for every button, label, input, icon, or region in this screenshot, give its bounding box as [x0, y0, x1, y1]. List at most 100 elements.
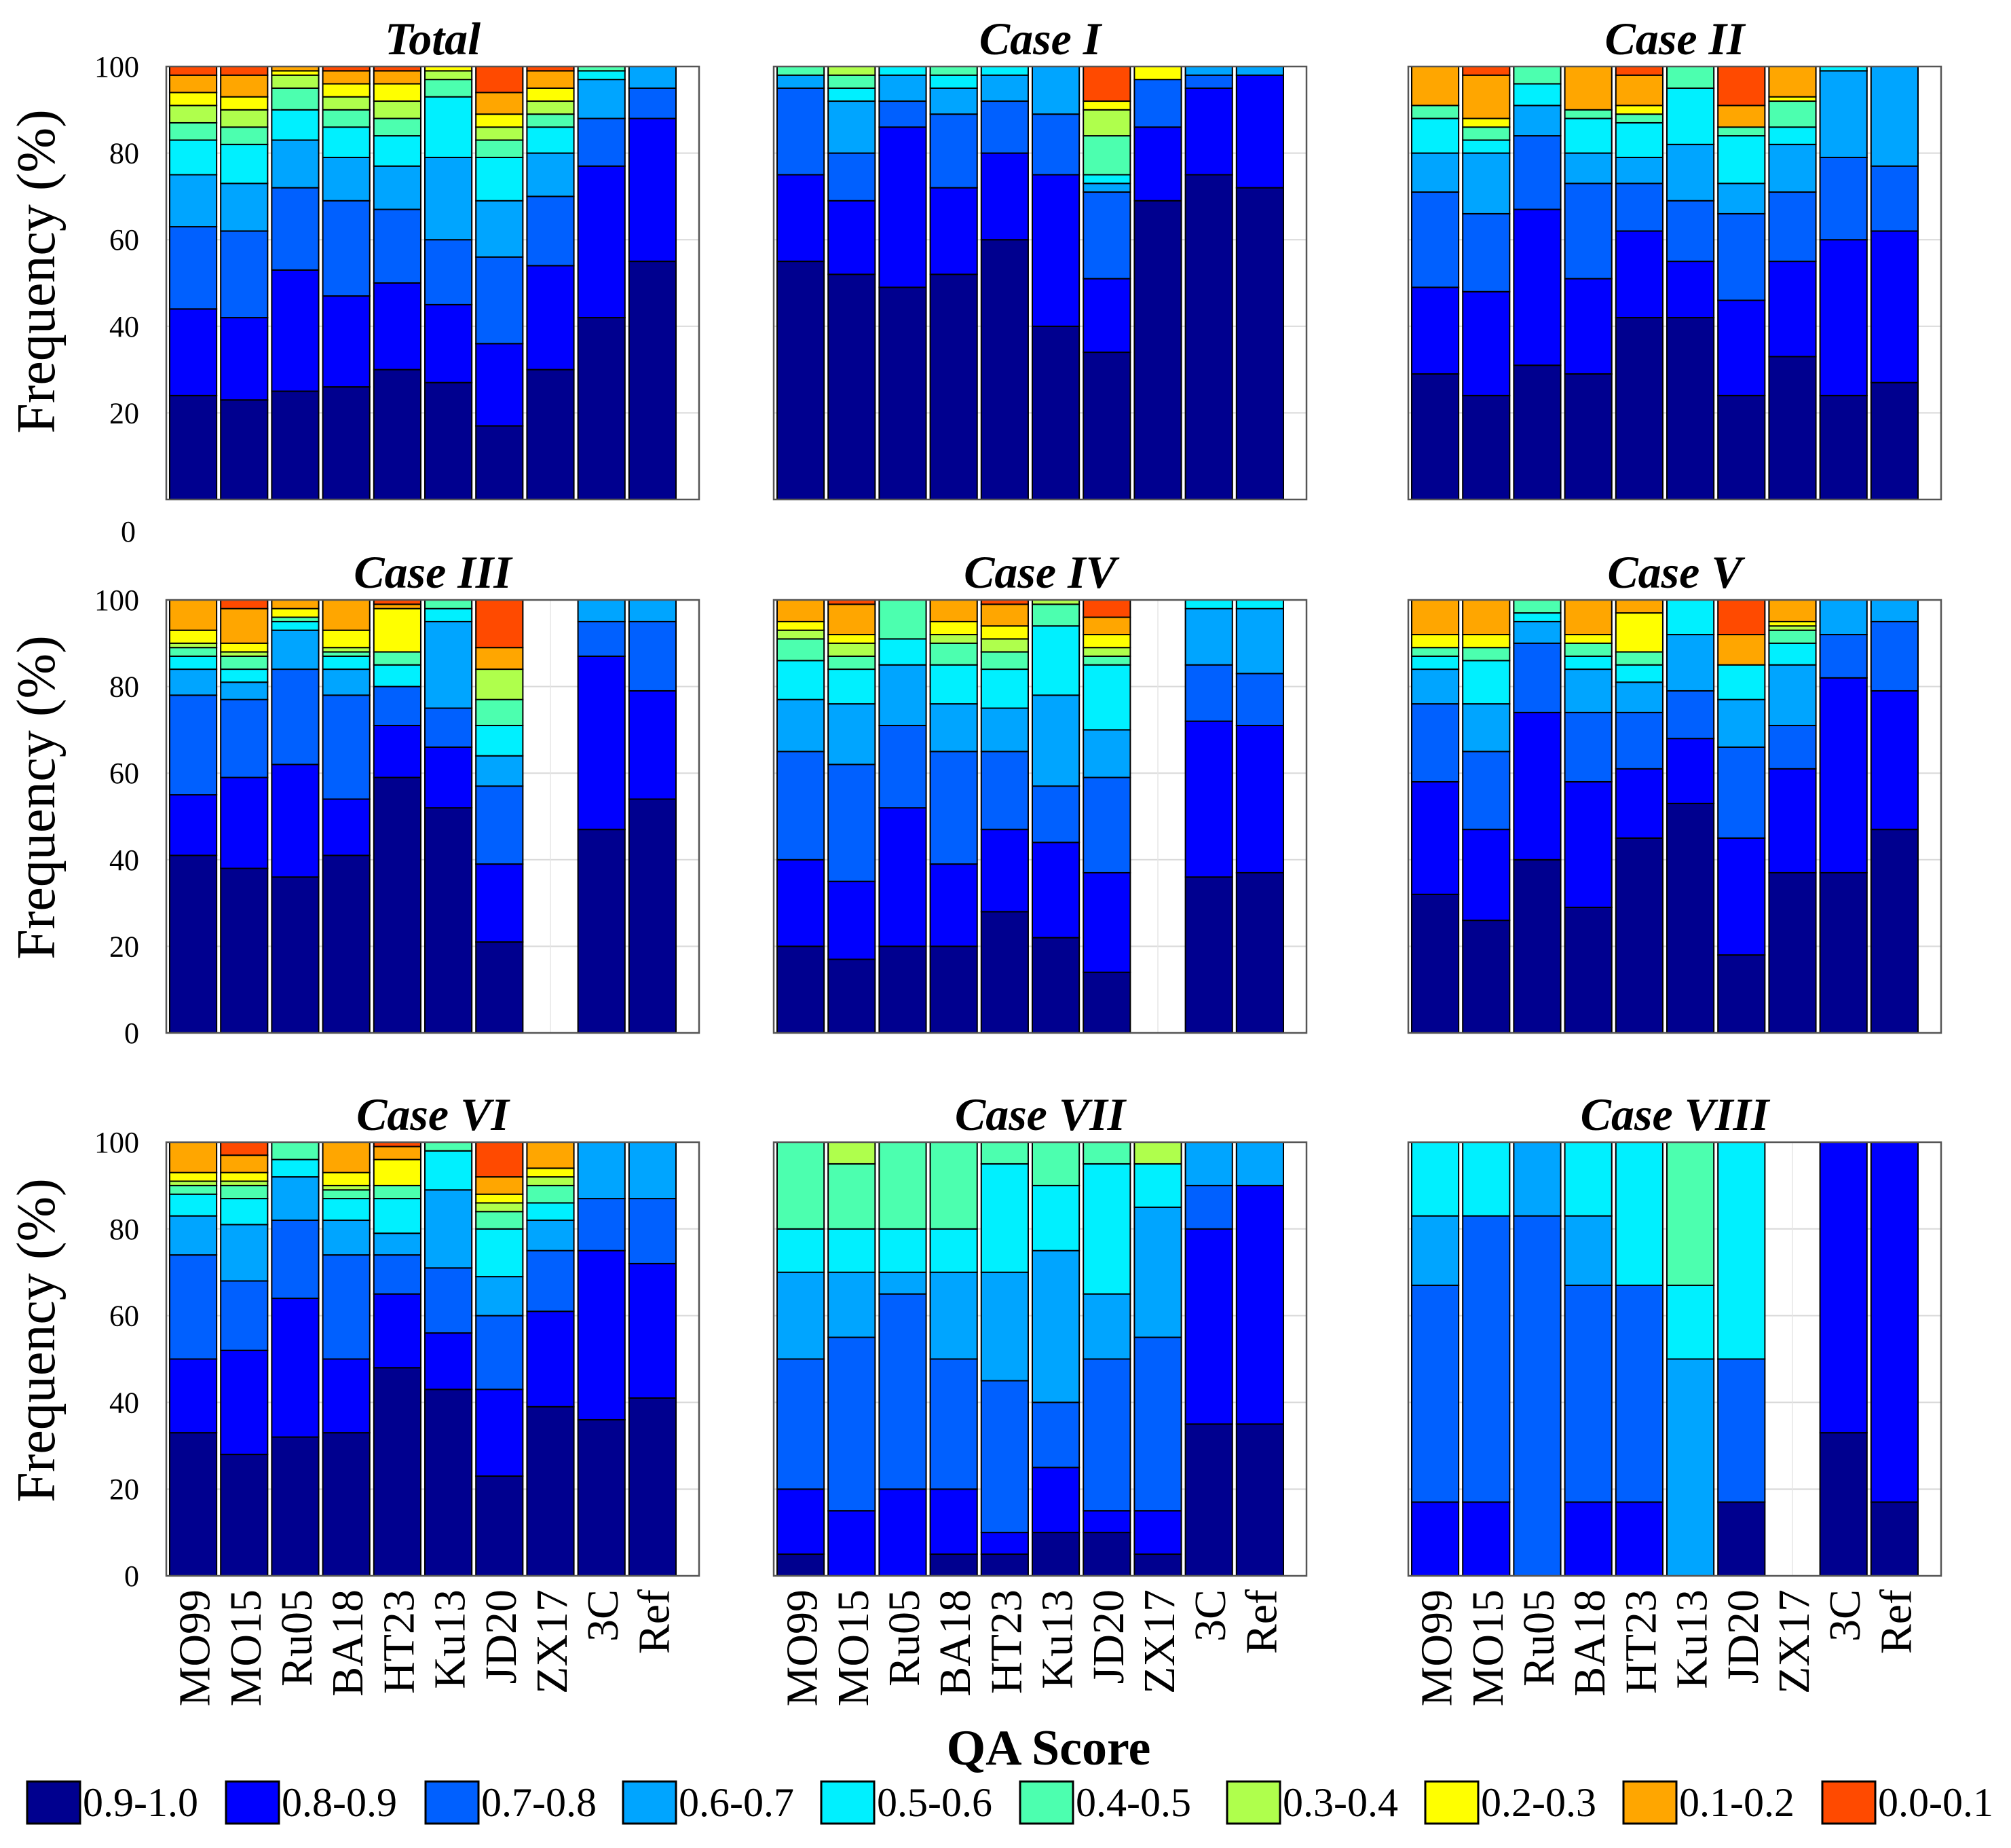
bar-segment	[1410, 634, 1460, 649]
bar-segment	[475, 1142, 524, 1178]
bar-segment	[475, 1211, 524, 1230]
bar-segment	[827, 703, 876, 766]
bar-segment	[475, 1389, 524, 1477]
bar-segment	[1615, 837, 1664, 1034]
bar-segment	[878, 1228, 927, 1273]
bar-segment	[1564, 373, 1613, 500]
bar-segment	[776, 638, 825, 662]
bar-segment	[1031, 625, 1080, 696]
bar-segment	[1768, 642, 1817, 666]
bar-segment	[475, 256, 524, 345]
bar-segment	[1184, 74, 1233, 89]
bar-segment	[1513, 83, 1562, 107]
plot-frame	[772, 65, 1308, 501]
y-tick-label: 100	[94, 50, 139, 83]
bar-segment	[929, 945, 978, 1034]
bar-segment	[168, 1171, 218, 1182]
bar-segment	[980, 1380, 1029, 1534]
bar-segment	[1184, 66, 1233, 76]
legend-swatch	[1424, 1780, 1480, 1825]
bar-segment	[1462, 1142, 1511, 1217]
bar-segment	[220, 867, 269, 1034]
bar-segment	[1819, 156, 1868, 241]
bar-segment	[1513, 208, 1562, 366]
bar-segment	[1564, 711, 1613, 782]
legend-item: 0.8-0.9	[225, 1780, 397, 1825]
bar-segment	[1184, 876, 1233, 1034]
bar-segment	[220, 1349, 269, 1456]
bar-segment	[424, 707, 473, 748]
x-tick-label: 3C	[578, 1589, 628, 1642]
bar-segment	[776, 1271, 825, 1360]
bar-segment	[1615, 105, 1664, 115]
bar-segment	[1462, 660, 1511, 705]
bar-segment	[1513, 66, 1562, 85]
x-tick-label: Ru05	[880, 1589, 929, 1686]
x-tick-label: HT23	[981, 1589, 1031, 1694]
bar-segment	[1083, 634, 1131, 649]
bar-segment	[1410, 780, 1460, 895]
bar-segment	[373, 208, 421, 284]
bar-segment	[475, 343, 524, 427]
bar-segment	[628, 87, 677, 119]
bar-segment	[1133, 79, 1182, 128]
panel-3: Case II	[1407, 13, 1942, 501]
bar-segment	[168, 1193, 218, 1217]
bar-segment	[1133, 1163, 1182, 1208]
legend: 0.9-1.0 0.8-0.9 0.7-0.8 0.6-0.7 0.5-0.6 0.4-0…	[26, 1780, 1993, 1825]
bar-segment	[1870, 1142, 1919, 1503]
bar-segment	[475, 1228, 524, 1278]
bar-segment	[1410, 105, 1460, 119]
bar-segment	[526, 1220, 575, 1251]
bar-segment	[1031, 1249, 1080, 1403]
bar-segment	[1513, 1215, 1562, 1577]
bar-segment	[1462, 394, 1511, 500]
legend-swatch	[26, 1780, 81, 1825]
panel-1: 0 20 40 60 80 100 Total	[94, 13, 700, 548]
bar-segment	[1870, 66, 1919, 167]
bar-segment	[322, 668, 371, 696]
bar-segment	[929, 620, 978, 636]
bar-segment	[475, 785, 524, 865]
bar-segment	[220, 642, 269, 653]
bar-segment	[322, 200, 371, 297]
bar-segment	[628, 117, 677, 263]
bar-segment	[1717, 212, 1766, 301]
bar-segment	[1462, 74, 1511, 119]
bar-segment	[1133, 1553, 1182, 1577]
x-tick-label: Ku13	[426, 1589, 475, 1689]
bar-segment	[271, 1158, 320, 1178]
bar-segment	[1031, 937, 1080, 1034]
bar-segment	[980, 74, 1029, 102]
bar-segment	[373, 1158, 421, 1186]
bar-segment	[373, 1146, 421, 1161]
bar-segment	[322, 629, 371, 649]
bar-segment	[424, 79, 473, 98]
x-tick-label: JD20	[1084, 1589, 1133, 1684]
bar-segment	[929, 66, 978, 76]
bar-segment	[1615, 768, 1664, 839]
bar-segment	[220, 599, 269, 609]
bar-segment	[271, 390, 320, 500]
legend-label: 0.3-0.4	[1283, 1780, 1398, 1825]
bar-segment	[776, 1488, 825, 1555]
bar-segment	[271, 599, 320, 609]
bar-segment	[1184, 1184, 1233, 1230]
bar-segment	[373, 607, 421, 653]
bar-segment	[1083, 776, 1131, 873]
bar-segment	[980, 1271, 1029, 1382]
bar-segment	[424, 599, 473, 609]
bar-segment	[628, 1397, 677, 1577]
legend-label: 0.9-1.0	[83, 1780, 198, 1825]
bar-segment	[628, 798, 677, 1034]
bar-segment	[1083, 183, 1131, 193]
x-tick-label: HT23	[1616, 1589, 1666, 1694]
bar-segment	[980, 911, 1029, 1034]
bar-segment	[1717, 66, 1766, 107]
bar-segment	[1462, 212, 1511, 293]
bar-segment	[1564, 906, 1613, 1034]
bar-segment	[1870, 690, 1919, 831]
bar-segment	[1083, 616, 1131, 636]
bar-segment	[1184, 599, 1233, 609]
legend-swatch	[1226, 1780, 1281, 1825]
